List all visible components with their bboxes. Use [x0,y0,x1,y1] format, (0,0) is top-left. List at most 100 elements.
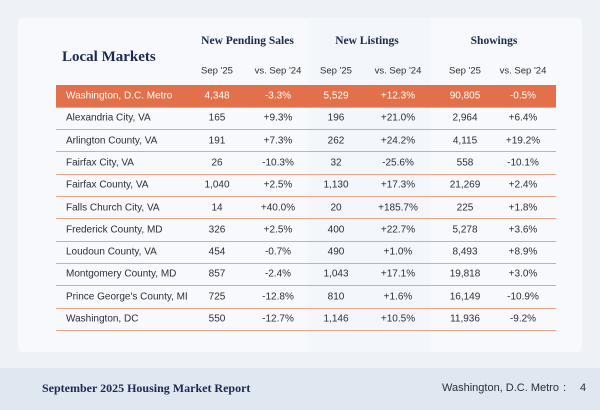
table-cell: +40.0% [260,202,296,213]
row-divider [56,307,556,309]
table-cell: -12.8% [262,291,294,303]
table-cell: -3.3% [264,90,292,102]
table-cell: +2.4% [508,179,538,191]
table-cell: 725 [208,291,226,303]
table-cell: 14 [211,202,223,213]
table-cell: -10.9% [507,291,539,303]
market-name: Loudoun County, VA [66,246,157,258]
table-cell: -10.1% [507,157,539,169]
page-number: 4 [580,382,587,394]
table-cell: 5,278 [452,224,478,236]
footer [0,368,600,410]
table-cell: 26 [211,157,223,169]
table-cell: 4,115 [452,135,478,147]
table-cell: +7.3% [263,135,293,147]
table-cell: +8.9% [508,246,538,258]
table-cell: +6.4% [508,112,538,124]
table-cell: 32 [330,157,342,169]
market-name: Arlington County, VA [66,135,158,147]
table-cell: 4,348 [204,90,230,102]
table-cell: 165 [208,112,226,124]
table-cell: 90,805 [449,90,481,102]
market-name: Frederick County, MD [66,224,163,236]
table-cell: -25.6% [382,157,414,169]
row-divider [56,285,556,287]
table-cell: 400 [327,224,345,236]
table-cell: 490 [327,246,345,258]
group-header: Showings [470,35,518,47]
row-divider [56,106,556,108]
table-cell: +3.6% [508,224,538,236]
column-header: vs. Sep '24 [374,65,422,77]
table-cell: 19,818 [449,268,481,280]
market-name: Washington, DC [66,313,139,325]
table-cell: 191 [208,135,226,147]
market-name: Montgomery County, MD [66,268,177,280]
table-cell: +2.5% [263,179,293,191]
column-header: vs. Sep '24 [499,65,547,77]
table-cell: +17.3% [380,179,416,191]
market-name: Falls Church City, VA [66,202,160,213]
market-name: Fairfax County, VA [66,179,149,191]
table-cell: +1.0% [383,246,413,258]
footer-separator: : [563,382,567,394]
table-cell: +185.7% [378,202,418,213]
table-cell: 21,269 [449,179,481,191]
group-header: New Listings [335,35,399,47]
table-cell: 326 [208,224,226,236]
table-cell: +24.2% [380,135,416,147]
card [18,18,582,352]
column-header: Sep '25 [449,65,481,77]
table-cell: 196 [327,112,345,124]
row-divider [56,329,556,331]
group-header: New Pending Sales [201,35,294,47]
footer-region: Washington, D.C. Metro [442,382,559,394]
table-cell: -9.2% [509,313,537,325]
market-name: Washington, D.C. Metro [66,90,173,102]
table-cell: +1.6% [383,291,413,303]
table-cell: 20 [330,202,342,213]
table-cell: 11,936 [450,313,480,325]
table-cell: 225 [456,202,474,213]
table-cell: 454 [208,246,226,258]
table-cell: +17.1% [380,268,416,280]
table-cell: +3.0% [508,268,538,280]
row-divider [56,218,556,220]
table-cell: -12.7% [262,313,294,325]
row-divider [56,196,556,197]
column-header: Sep '25 [320,65,352,77]
table-cell: +9.3% [263,112,293,124]
table-title: Local Markets [62,49,156,65]
column-header: vs. Sep '24 [254,65,302,77]
column-shade [308,18,430,352]
highlight-row [56,85,556,107]
table-cell: -0.5% [509,90,537,102]
table-cell: 558 [456,157,474,169]
table-cell: +22.7% [380,224,416,236]
table-cell: +2.5% [263,224,293,236]
table-cell: 1,146 [323,313,349,325]
table-cell: 857 [208,268,226,280]
table-cell: +19.2% [505,135,541,147]
table-cell: -10.3% [262,157,294,169]
column-header: Sep '25 [201,65,233,77]
table-cell: 810 [327,291,345,303]
table-cell: +10.5% [380,313,416,325]
table-cell: 5,529 [323,90,349,102]
row-divider [56,240,556,242]
market-name: Fairfax City, VA [66,157,134,169]
table-cell: 1,043 [323,268,349,280]
row-divider [56,151,556,153]
table-cell: 262 [327,135,345,147]
table-cell: +21.0% [380,112,416,124]
footer-title: September 2025 Housing Market Report [42,381,251,395]
table-cell: 550 [208,313,226,325]
table-cell: 8,493 [452,246,478,258]
table-cell: 16,149 [449,291,481,303]
table-cell: -0.7% [264,246,292,258]
table-cell: 2,964 [452,112,478,124]
row-divider [56,262,556,264]
row-divider [56,173,556,175]
market-name: Alexandria City, VA [66,112,151,124]
